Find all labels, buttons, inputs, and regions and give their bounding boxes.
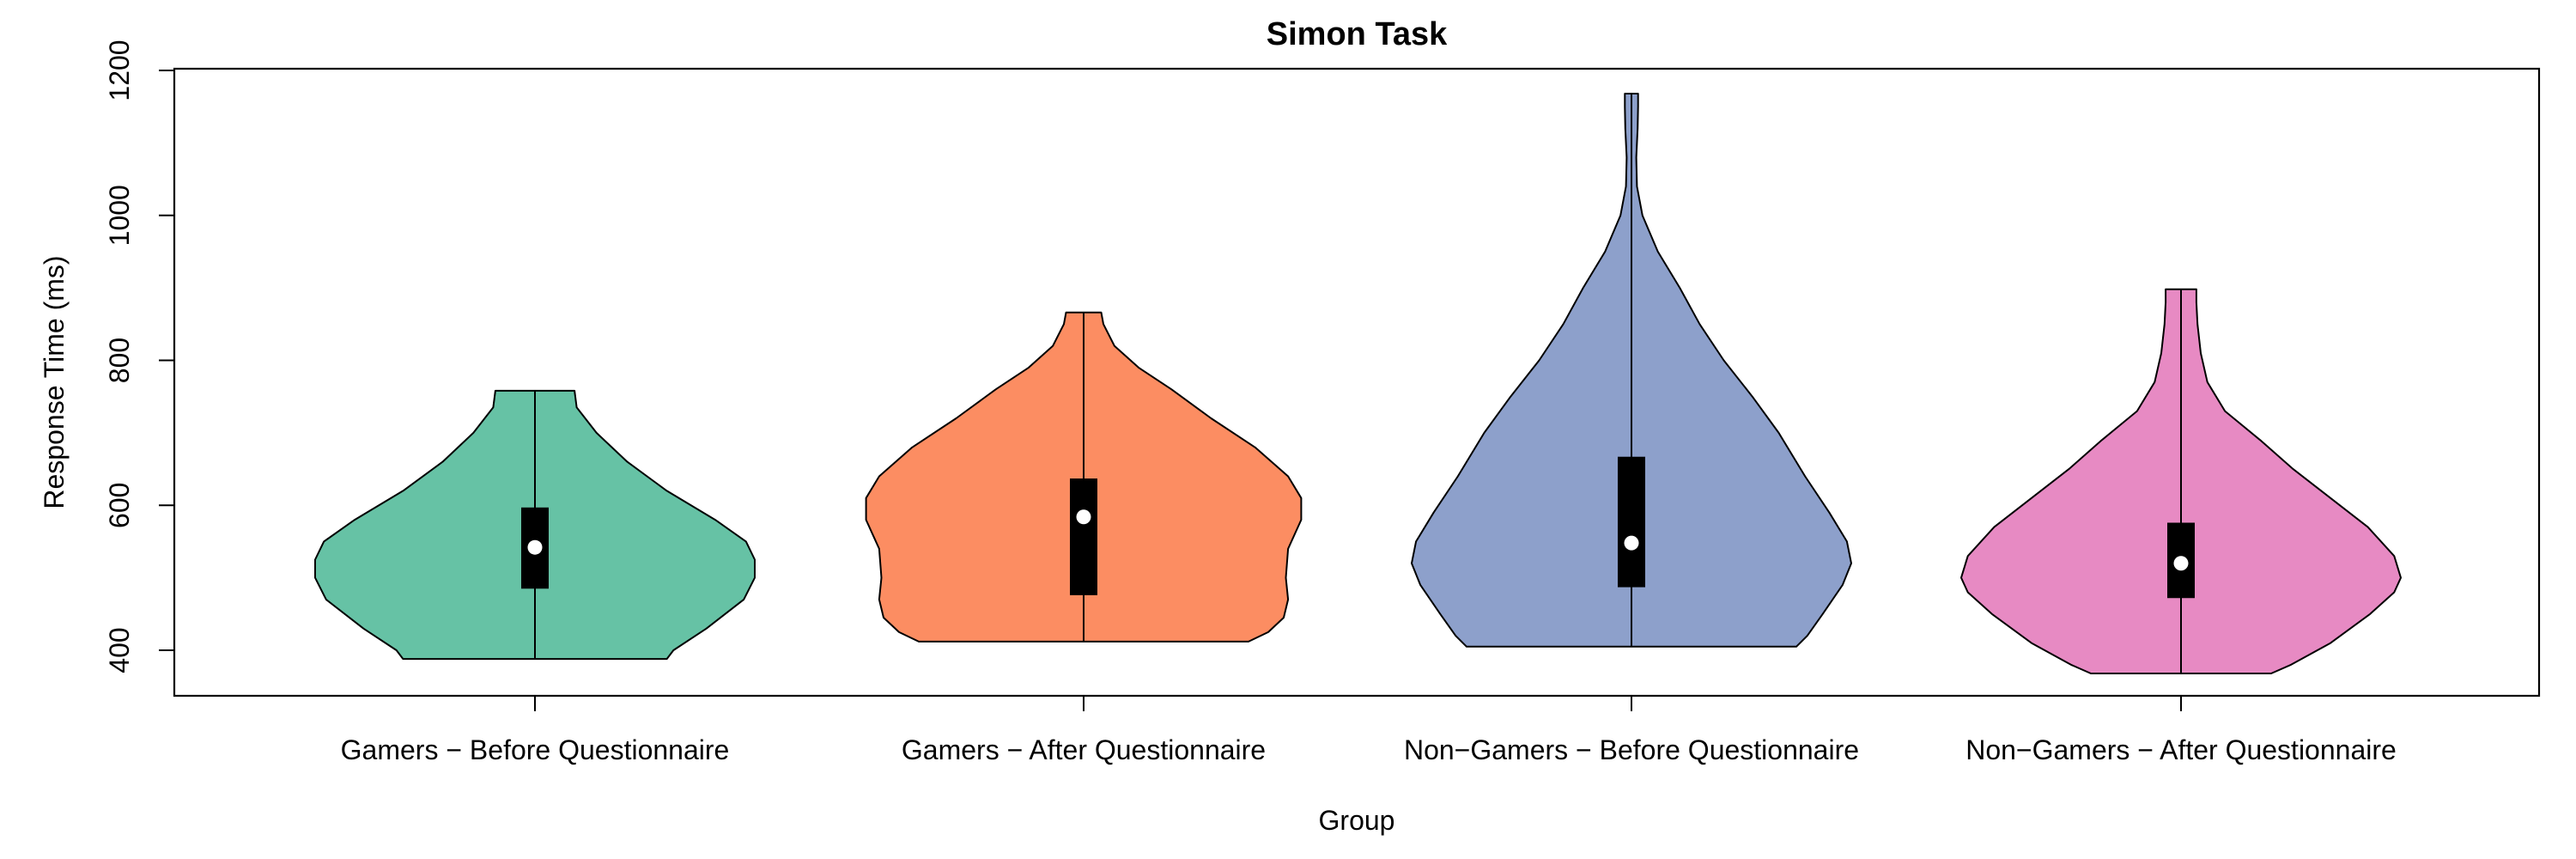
x-tick-label: Non−Gamers − Before Questionnaire	[1404, 734, 1859, 765]
chart-title: Simon Task	[1267, 16, 1448, 52]
violin-group	[1411, 93, 1852, 648]
x-tick-label: Gamers − Before Questionnaire	[341, 734, 730, 765]
x-tick-label: Gamers − After Questionnaire	[902, 734, 1266, 765]
x-axis-label: Group	[1319, 805, 1395, 836]
y-tick-label: 600	[104, 483, 135, 528]
x-axis: Gamers − Before Questionnaire Gamers − Af…	[341, 696, 2397, 765]
violin-box	[1618, 456, 1645, 588]
violin-median	[2173, 556, 2189, 571]
y-tick-label: 400	[104, 627, 135, 673]
violin-group	[1960, 288, 2402, 674]
violin-box	[1070, 478, 1097, 595]
y-axis: 400 600 800 1000 1200	[104, 40, 175, 673]
y-tick-label: 1000	[104, 185, 135, 246]
y-tick-label: 1200	[104, 40, 135, 101]
y-tick-label: 800	[104, 338, 135, 383]
violin-median	[1076, 509, 1091, 525]
violin-group	[314, 389, 756, 661]
violin-median	[1624, 535, 1639, 551]
violin-group	[865, 311, 1303, 643]
y-axis-label: Response Time (ms)	[39, 255, 70, 509]
x-tick-label: Non−Gamers − After Questionnaire	[1965, 734, 2397, 765]
violin-median	[527, 539, 543, 555]
violins-layer	[314, 93, 2402, 674]
